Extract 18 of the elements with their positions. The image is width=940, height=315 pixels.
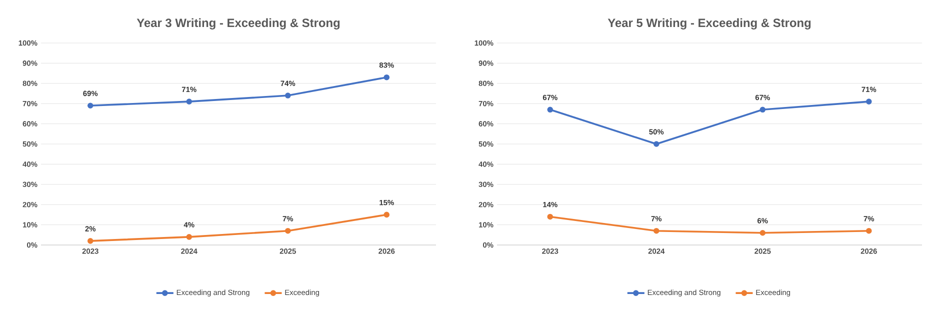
point xyxy=(87,102,94,109)
point xyxy=(760,230,766,236)
chart-title: Year 5 Writing - Exceeding & Strong xyxy=(608,18,811,30)
point xyxy=(186,234,192,240)
point xyxy=(760,106,766,113)
point xyxy=(384,74,390,80)
point xyxy=(186,98,192,104)
point xyxy=(284,228,291,234)
point xyxy=(547,106,554,113)
point xyxy=(653,141,660,147)
chart-title: Year 3 Writing - Exceeding & Strong xyxy=(136,18,340,30)
point xyxy=(866,98,872,104)
point xyxy=(653,228,660,234)
point xyxy=(384,212,390,218)
point xyxy=(547,214,554,220)
point xyxy=(284,92,291,98)
point xyxy=(87,238,94,244)
point xyxy=(866,228,872,234)
